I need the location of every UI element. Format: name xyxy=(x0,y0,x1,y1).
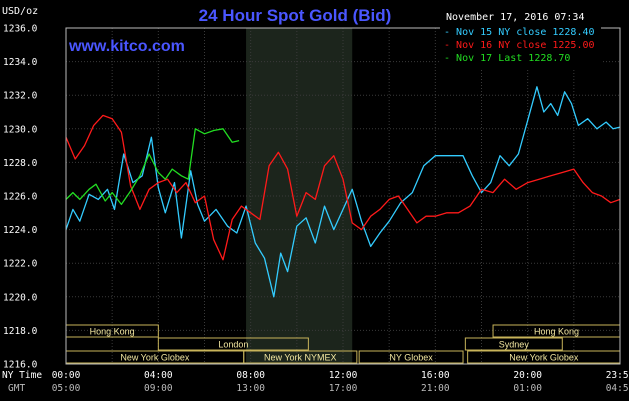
y-tick-label: 1228.0 xyxy=(3,158,38,169)
axes xyxy=(65,27,621,365)
legend-label: Nov 17 Last 1228.70 xyxy=(456,53,571,64)
x-tick-ny-label: 12:00 xyxy=(329,370,358,381)
x-tick-gmt-label: 09:00 xyxy=(144,383,173,394)
y-tick-label: 1218.0 xyxy=(3,326,38,337)
session-label: London xyxy=(218,340,248,350)
session-label: Sydney xyxy=(499,340,530,350)
session-box xyxy=(464,337,563,351)
session-label: New York Globex xyxy=(120,353,190,363)
series-line-2 xyxy=(65,128,240,206)
x-tick-gmt-label: 05:00 xyxy=(52,383,81,394)
gmt-axis-label: GMT xyxy=(8,383,25,394)
series-line-0 xyxy=(65,86,621,298)
ny-time-axis-label: NY Time xyxy=(2,370,42,381)
x-tick-gmt-label: 13:00 xyxy=(236,383,265,394)
website-link[interactable]: www.kitco.com xyxy=(69,38,185,55)
x-tick-gmt-label: 17:00 xyxy=(329,383,358,394)
session-label: Hong Kong xyxy=(534,327,579,337)
legend-label: Nov 16 NY close 1225.00 xyxy=(456,40,595,51)
datestamp: November 17, 2016 07:34 xyxy=(446,12,585,23)
chart-title: 24 Hour Spot Gold (Bid) xyxy=(198,6,392,25)
legend: - Nov 15 NY close 1228.40 - Nov 16 NY cl… xyxy=(440,24,601,68)
x-tick-gmt-label: 01:00 xyxy=(513,383,542,394)
x-tick-gmt-label: 21:00 xyxy=(421,383,450,394)
legend-item-nov15: - Nov 15 NY close 1228.40 xyxy=(444,26,595,39)
y-tick-label: 1224.0 xyxy=(3,225,38,236)
session-sydney: Sydney xyxy=(464,337,563,351)
y-tick-label: 1226.0 xyxy=(3,192,38,203)
session-label: NY Globex xyxy=(389,353,433,363)
tick-labels: 1236.0 1234.0 1232.0 1230.0 1228.0 1226.0 1224… xyxy=(2,24,629,395)
session-label: New York Globex xyxy=(509,353,579,363)
session-box xyxy=(157,337,309,351)
x-tick-ny-label: 20:00 xyxy=(513,370,542,381)
y-tick-label: 1232.0 xyxy=(3,91,38,102)
x-tick-gmt-label: 04:59 xyxy=(606,383,629,394)
grid-lines xyxy=(66,28,620,364)
series-line-1 xyxy=(65,114,621,261)
legend-item-nov16: - Nov 16 NY close 1225.00 xyxy=(444,39,595,52)
session-label: Hong Kong xyxy=(90,327,135,337)
session-ny-globex: NY Globex xyxy=(358,350,464,364)
y-tick-label: 1230.0 xyxy=(3,124,38,135)
x-tick-ny-label: 04:00 xyxy=(144,370,173,381)
session-box xyxy=(358,350,464,364)
legend-marker: - xyxy=(444,53,457,64)
session-label: New York NYMEX xyxy=(264,353,337,363)
y-tick-label: 1220.0 xyxy=(3,292,38,303)
market-sessions: Hong Kong Hong Kong London Sydney New York G… xyxy=(65,324,621,364)
plot-frame xyxy=(65,27,621,365)
session-london: London xyxy=(157,337,309,351)
x-tick-ny-label: 08:00 xyxy=(236,370,265,381)
x-tick-ny-label: 16:00 xyxy=(421,370,450,381)
legend-label: Nov 15 NY close 1228.40 xyxy=(456,27,595,38)
x-tick-ny-label: 23:59 xyxy=(606,370,629,381)
legend-marker: - xyxy=(444,40,457,51)
session-new-york-nymex: New York NYMEX xyxy=(243,350,358,364)
y-tick-label: 1222.0 xyxy=(3,259,38,270)
unit-label: USD/oz xyxy=(2,6,39,17)
y-tick-label: 1234.0 xyxy=(3,57,38,68)
x-tick-ny-label: 00:00 xyxy=(52,370,81,381)
y-tick-label: 1216.0 xyxy=(3,360,38,371)
legend-marker: - xyxy=(444,27,457,38)
price-series xyxy=(65,86,621,298)
y-tick-label: 1236.0 xyxy=(3,24,38,35)
session-box xyxy=(243,350,358,364)
legend-item-nov17: - Nov 17 Last 1228.70 xyxy=(444,52,595,65)
